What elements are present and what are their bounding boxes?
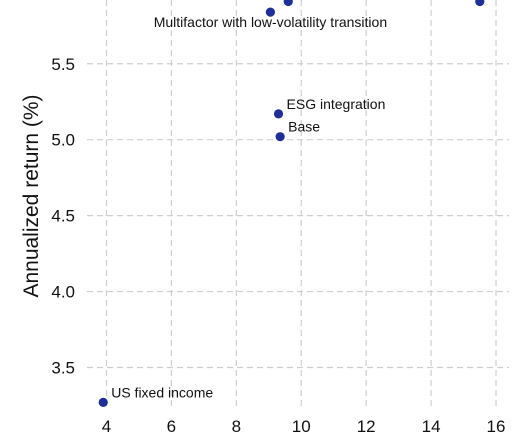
- scatter-point: [475, 0, 485, 7]
- y-tick-label: 5.0: [51, 131, 75, 150]
- point-label: US fixed income: [111, 384, 213, 400]
- y-tick-label: 5.5: [51, 55, 75, 74]
- x-tick-label: 4: [102, 417, 111, 436]
- x-tick-label: 16: [487, 417, 506, 436]
- point-label: Base: [288, 119, 320, 135]
- data-points: Multifactor with low-volatility transiti…: [98, 0, 485, 408]
- scatter-point: [98, 397, 108, 408]
- axis-ticks: 4 6 8 10 12 14 16 3.5 4.0 4.5 5.0 5.5: [51, 55, 505, 436]
- y-axis-title: Annualized return (%): [20, 94, 43, 297]
- scatter-point: [283, 0, 293, 7]
- scatter-point: [265, 7, 276, 17]
- point-label: Multifactor with low-volatility transiti…: [154, 14, 387, 30]
- point-label: ESG integration: [287, 96, 386, 112]
- x-tick-label: 12: [357, 417, 376, 436]
- y-tick-label: 4.0: [51, 283, 75, 302]
- x-tick-label: 14: [422, 417, 441, 436]
- x-tick-label: 6: [167, 417, 176, 436]
- y-tick-label: 3.5: [51, 358, 75, 377]
- scatter-point: [275, 132, 285, 142]
- y-tick-label: 4.5: [51, 207, 75, 226]
- grid: [87, 0, 509, 410]
- x-tick-label: 10: [292, 417, 311, 436]
- x-tick-label: 8: [232, 417, 241, 436]
- scatter-point: [273, 109, 284, 119]
